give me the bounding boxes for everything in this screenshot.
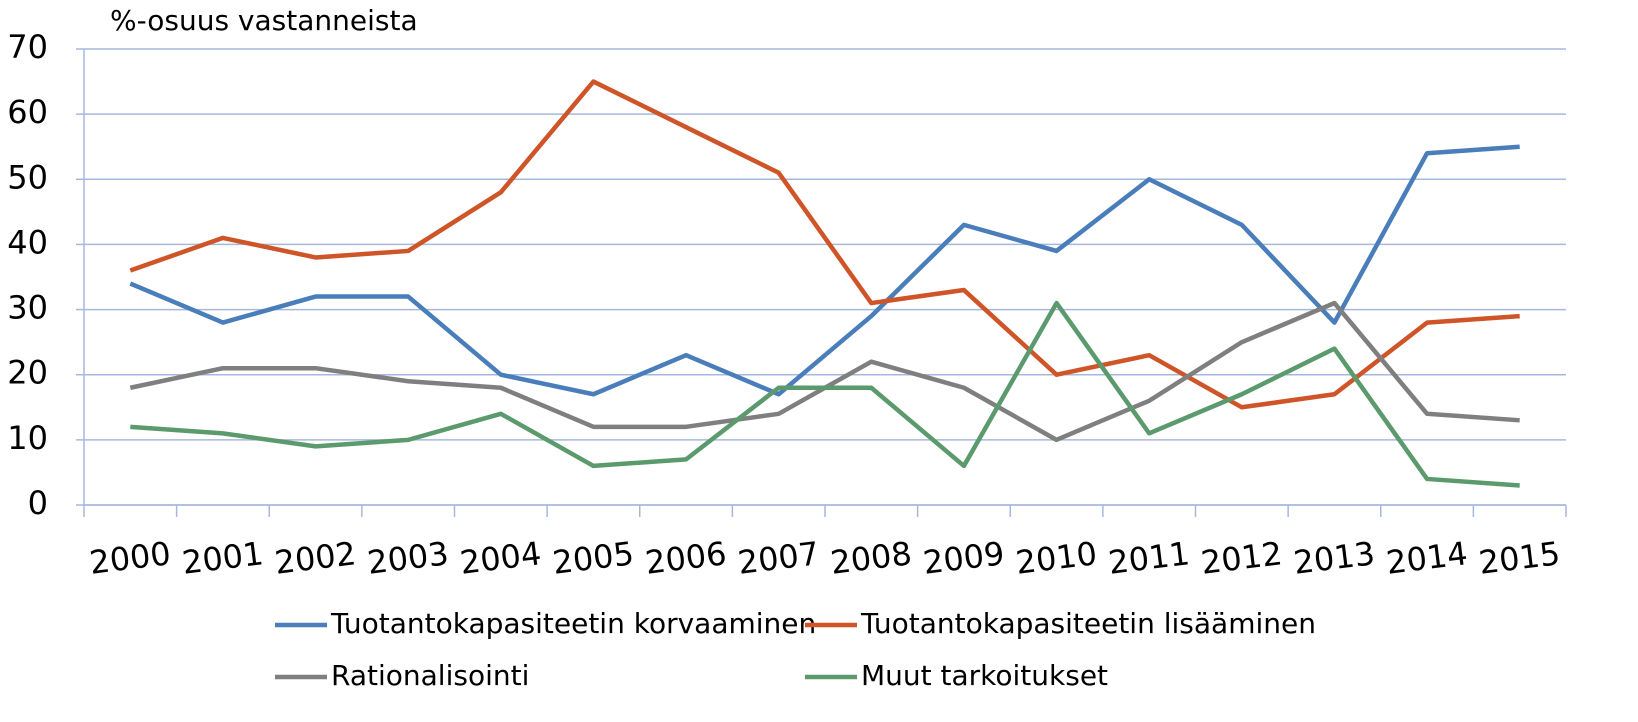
y-axis-label: %-osuus vastanneista	[110, 4, 418, 37]
legend-label: Muut tarkoitukset	[861, 659, 1108, 692]
x-tick-label: 2005	[550, 534, 635, 582]
y-tick-label: 20	[7, 354, 48, 392]
y-tick-label: 0	[28, 484, 48, 522]
x-tick-label: 2003	[365, 534, 450, 582]
x-tick-label: 2014	[1384, 534, 1469, 582]
line-series	[129, 144, 1520, 397]
line-series	[130, 300, 1520, 488]
line-series	[129, 79, 1520, 410]
y-tick-label: 40	[7, 223, 48, 261]
x-tick-label: 2000	[87, 534, 172, 582]
legend-label: Tuotantokapasiteetin korvaaminen	[330, 607, 816, 640]
x-tick-label: 2011	[1106, 534, 1191, 582]
x-tick-label: 2013	[1291, 534, 1376, 582]
line-series	[129, 300, 1520, 443]
x-tick-label: 2008	[828, 534, 913, 582]
x-tick-label: 2001	[180, 534, 265, 582]
legend-label: Tuotantokapasiteetin lisääminen	[860, 607, 1316, 640]
x-tick-label: 2006	[643, 534, 728, 582]
x-tick-label: 2015	[1477, 534, 1562, 582]
x-tick-label: 2004	[458, 534, 543, 582]
y-tick-label: 30	[7, 289, 48, 327]
x-tick-label: 2010	[1014, 534, 1099, 582]
x-tick-label: 2002	[273, 534, 358, 582]
y-tick-label: 60	[7, 93, 48, 131]
y-tick-label: 70	[7, 28, 48, 66]
legend-label: Rationalisointi	[331, 659, 529, 692]
x-tick-label: 2009	[921, 534, 1006, 582]
x-tick-label: 2007	[736, 534, 821, 582]
y-tick-label: 50	[7, 158, 48, 196]
x-tick-label: 2012	[1199, 534, 1284, 582]
y-tick-label: 10	[7, 419, 48, 457]
